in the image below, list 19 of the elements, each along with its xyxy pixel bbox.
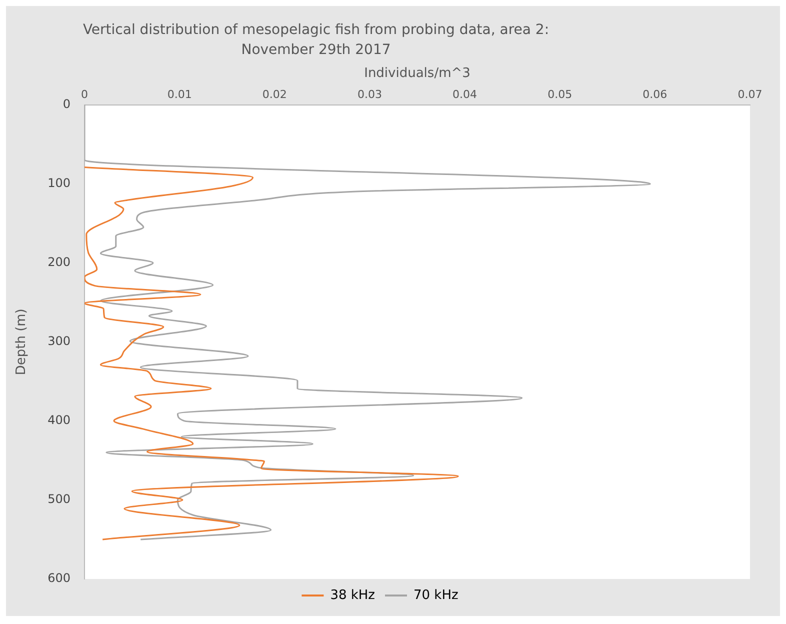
chart-title: Vertical distribution of mesopelagic fish from probing data, area 2: November 29th 2017	[82, 21, 550, 60]
legend-label: 38 kHz	[330, 588, 376, 603]
x-tick-label: 0.02	[262, 88, 287, 102]
x-tick-label: 0.03	[357, 88, 382, 102]
x-tick-label: 0	[81, 88, 88, 102]
y-tick-label: 100	[48, 176, 71, 190]
y-tick-label: 600	[48, 571, 71, 586]
x-tick-label: 0.07	[738, 88, 762, 102]
x-tick-label: 0.04	[452, 88, 478, 102]
x-tick-label: 0.05	[548, 88, 572, 102]
y-tick-label: 200	[48, 254, 71, 269]
x-tick-label: 0.01	[167, 88, 192, 102]
legend-label: 70 kHz	[414, 588, 458, 603]
y-tick-label: 500	[48, 492, 71, 506]
x-axis-title: Individuals/m^3	[364, 66, 470, 82]
y-tick-label: 300	[48, 334, 71, 348]
y-tick-label: 400	[48, 413, 71, 428]
y-axis-title: Depth (m)	[14, 308, 30, 376]
x-tick-label: 0.06	[642, 88, 668, 102]
